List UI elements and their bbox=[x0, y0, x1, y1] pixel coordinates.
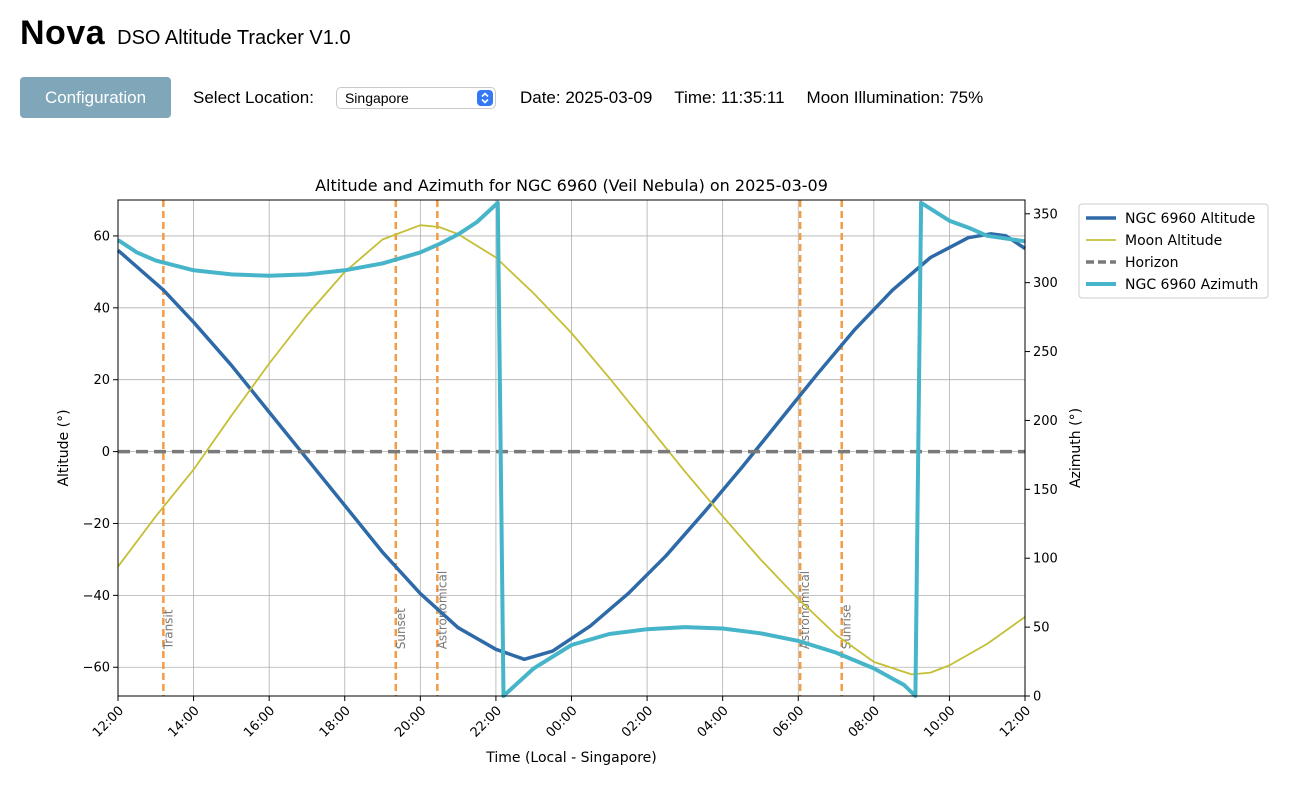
y2-axis-label: Azimuth (°) bbox=[1068, 408, 1084, 488]
y-tick-label: −40 bbox=[83, 589, 110, 604]
y2-tick-label: 100 bbox=[1033, 552, 1058, 567]
x-tick-label: 02:00 bbox=[619, 703, 656, 740]
location-select[interactable]: Singapore bbox=[335, 86, 496, 109]
control-bar: Configuration Select Location: Singapore… bbox=[20, 77, 983, 118]
x-tick-label: 18:00 bbox=[317, 703, 354, 740]
location-select-value: Singapore bbox=[344, 89, 409, 106]
series-line bbox=[117, 224, 1026, 676]
event-layer: Transit Sunset Astronomical Astronomical Sun… bbox=[161, 200, 854, 696]
x-tick-label: 14:00 bbox=[166, 703, 203, 740]
y2-tick-label: 350 bbox=[1033, 207, 1058, 222]
moon-illumination-display: Moon Illumination: 75% bbox=[806, 87, 984, 107]
location-label: Select Location: bbox=[193, 87, 314, 107]
configuration-button[interactable]: Configuration bbox=[20, 77, 171, 118]
y-tick-label: 0 bbox=[102, 445, 110, 460]
series-line bbox=[116, 232, 1026, 662]
y-tick-label: −20 bbox=[83, 517, 110, 532]
x-tick-label: 12:00 bbox=[997, 703, 1034, 740]
legend: NGC 6960 Altitude Moon Altitude Horizon NGC… bbox=[1078, 203, 1269, 299]
grid-layer bbox=[117, 200, 1026, 696]
y-tick-label: 40 bbox=[93, 301, 110, 316]
app-subtitle: DSO Altitude Tracker V1.0 bbox=[117, 27, 351, 49]
y-tick-label: −60 bbox=[83, 661, 110, 676]
legend-box bbox=[1078, 203, 1269, 299]
y2-tick-label: 200 bbox=[1033, 414, 1058, 429]
app-header: Nova DSO Altitude Tracker V1.0 bbox=[20, 14, 351, 53]
select-updown-icon bbox=[476, 89, 493, 106]
date-display: Date: 2025-03-09 bbox=[519, 87, 653, 107]
event-label: Sunset bbox=[394, 608, 408, 649]
legend-label: NGC 6960 Altitude bbox=[1125, 211, 1255, 227]
y2-tick-label: 0 bbox=[1033, 690, 1041, 705]
altitude-azimuth-chart: Transit Sunset Astronomical Astronomical Sun… bbox=[56, 176, 1269, 766]
x-tick-label: 08:00 bbox=[846, 703, 883, 740]
y2-tick-label: 300 bbox=[1033, 276, 1058, 291]
legend-label: Moon Altitude bbox=[1125, 233, 1222, 249]
x-tick-label: 00:00 bbox=[543, 703, 580, 740]
event-label: Astronomical bbox=[798, 571, 812, 649]
y2-tick-label: 50 bbox=[1033, 621, 1050, 636]
x-tick-label: 04:00 bbox=[695, 703, 732, 740]
x-tick-label: 20:00 bbox=[392, 703, 429, 740]
y2-tick-label: 150 bbox=[1033, 483, 1058, 498]
app-brand: Nova bbox=[20, 14, 106, 52]
time-display: Time: 11:35:11 bbox=[674, 87, 785, 107]
event-label: Sunrise bbox=[840, 605, 854, 650]
y2-tick-label: 250 bbox=[1033, 345, 1058, 360]
series-layer bbox=[116, 200, 1026, 698]
series-line bbox=[116, 200, 1026, 698]
x-tick-label: 12:00 bbox=[90, 703, 127, 740]
legend-label: NGC 6960 Azimuth bbox=[1125, 277, 1258, 293]
x-tick-label: 06:00 bbox=[770, 703, 807, 740]
x-tick-label: 10:00 bbox=[921, 703, 958, 740]
x-tick-label: 22:00 bbox=[468, 703, 505, 740]
event-label: Transit bbox=[161, 609, 175, 650]
y-axis-label: Altitude (°) bbox=[56, 409, 72, 486]
chart-title: Altitude and Azimuth for NGC 6960 (Veil … bbox=[315, 176, 828, 195]
y-tick-label: 20 bbox=[93, 373, 110, 388]
event-label: Astronomical bbox=[435, 571, 449, 649]
x-axis-label: Time (Local - Singapore) bbox=[485, 750, 657, 766]
x-tick-label: 16:00 bbox=[241, 703, 278, 740]
y-tick-label: 60 bbox=[93, 229, 110, 244]
plot-frame bbox=[117, 199, 1026, 697]
legend-label: Horizon bbox=[1125, 255, 1179, 271]
chart-container: Transit Sunset Astronomical Astronomical Sun… bbox=[0, 160, 1301, 780]
